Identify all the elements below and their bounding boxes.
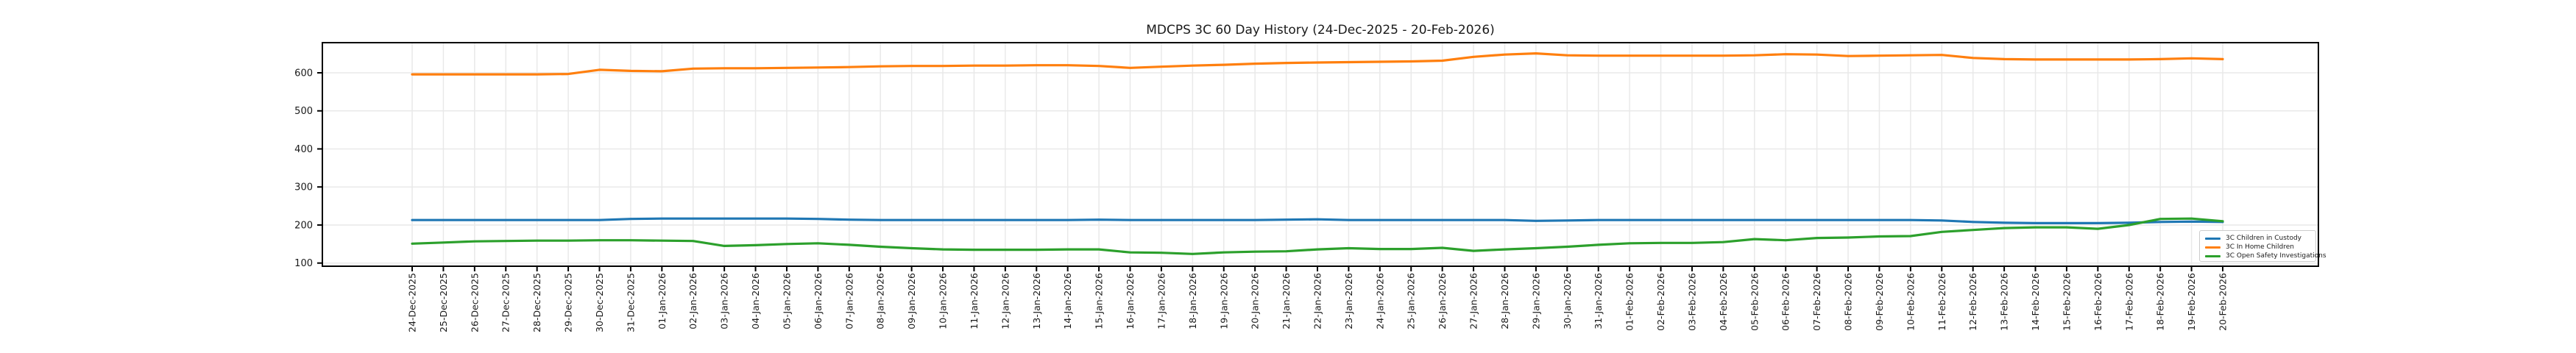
- x-tick-label: 18-Feb-2026: [2155, 273, 2166, 331]
- x-tick-label: 15-Feb-2026: [2061, 273, 2072, 331]
- x-tick-label: 09-Feb-2026: [1874, 273, 1885, 331]
- x-tick-label: 01-Jan-2026: [657, 273, 668, 329]
- x-tick-label: 14-Feb-2026: [2030, 273, 2041, 331]
- legend-item: 3C Children in Custody: [2205, 234, 2310, 243]
- x-tick-label: 05-Jan-2026: [781, 273, 792, 329]
- x-tick-label: 27-Dec-2025: [500, 273, 512, 332]
- x-tick-label: 12-Feb-2026: [1967, 273, 1978, 331]
- x-tick-label: 30-Jan-2026: [1562, 273, 1573, 329]
- x-tick-label: 29-Dec-2025: [563, 273, 574, 332]
- x-tick-label: 20-Feb-2026: [2218, 273, 2229, 331]
- x-tick-label: 14-Jan-2026: [1062, 273, 1073, 329]
- x-tick-label: 12-Jan-2026: [999, 273, 1011, 329]
- x-tick-label: 18-Jan-2026: [1187, 273, 1198, 329]
- legend-line-swatch: [2205, 246, 2221, 249]
- x-tick-label: 08-Jan-2026: [875, 273, 886, 329]
- legend-label: 3C Open Safety Investigations: [2226, 252, 2326, 260]
- x-tick-label: 10-Jan-2026: [938, 273, 949, 329]
- y-tick-label: 300: [294, 182, 313, 193]
- x-tick-label: 22-Jan-2026: [1312, 273, 1323, 329]
- y-tick-label: 600: [294, 68, 313, 79]
- x-tick-label: 08-Feb-2026: [1843, 273, 1854, 331]
- x-tick-label: 23-Jan-2026: [1343, 273, 1354, 329]
- legend-line-swatch: [2205, 254, 2221, 257]
- legend: 3C Children in Custody 3C In Home Childre…: [2199, 230, 2326, 262]
- x-tick-label: 05-Feb-2026: [1749, 273, 1760, 331]
- x-tick-label: 02-Jan-2026: [687, 273, 698, 329]
- x-tick-label: 25-Jan-2026: [1406, 273, 1417, 329]
- x-tick-label: 01-Feb-2026: [1624, 273, 1635, 331]
- x-tick-label: 31-Jan-2026: [1593, 273, 1604, 329]
- x-tick-label: 25-Dec-2025: [438, 273, 449, 332]
- x-tick-label: 26-Dec-2025: [469, 273, 480, 332]
- series-line-3c-open-safety-investigations: [411, 217, 2224, 255]
- series-line-3c-in-home-children: [411, 51, 2224, 76]
- x-tick-label: 24-Dec-2025: [407, 273, 418, 332]
- y-tick-label: 500: [294, 106, 313, 117]
- x-tick-label: 06-Jan-2026: [813, 273, 824, 329]
- x-tick-label: 04-Jan-2026: [750, 273, 761, 329]
- x-tick-label: 11-Jan-2026: [969, 273, 980, 329]
- legend-label: 3C Children in Custody: [2226, 235, 2301, 242]
- x-tick-label: 27-Jan-2026: [1468, 273, 1479, 329]
- legend-line-swatch: [2205, 237, 2221, 240]
- x-tick-label: 02-Feb-2026: [1655, 273, 1666, 331]
- x-tick-label: 03-Jan-2026: [719, 273, 730, 329]
- x-tick-label: 16-Jan-2026: [1125, 273, 1136, 329]
- legend-item: 3C In Home Children: [2205, 243, 2310, 252]
- y-tick-label: 100: [294, 258, 313, 269]
- y-tick-label: 200: [294, 220, 313, 231]
- x-tick-label: 17-Jan-2026: [1156, 273, 1167, 329]
- x-tick-label: 16-Feb-2026: [2092, 273, 2103, 331]
- x-tick-label: 30-Dec-2025: [594, 273, 605, 332]
- x-tick-label: 07-Feb-2026: [1811, 273, 1822, 331]
- series-line-3c-children-in-custody: [411, 217, 2224, 224]
- x-tick-label: 21-Jan-2026: [1281, 273, 1292, 329]
- x-tick-label: 07-Jan-2026: [843, 273, 854, 329]
- y-tick-label: 400: [294, 144, 313, 155]
- axes-border: [322, 42, 2319, 267]
- x-tick-label: 09-Jan-2026: [906, 273, 917, 329]
- x-tick-label: 10-Feb-2026: [1905, 273, 1916, 331]
- x-tick-label: 03-Feb-2026: [1686, 273, 1697, 331]
- x-tick-label: 11-Feb-2026: [1936, 273, 1947, 331]
- legend-label: 3C In Home Children: [2226, 243, 2294, 251]
- x-tick-label: 26-Jan-2026: [1437, 273, 1448, 329]
- x-tick-label: 28-Dec-2025: [531, 273, 542, 332]
- x-tick-label: 29-Jan-2026: [1530, 273, 1541, 329]
- x-tick-label: 19-Feb-2026: [2186, 273, 2197, 331]
- x-tick-label: 19-Jan-2026: [1218, 273, 1229, 329]
- x-tick-label: 17-Feb-2026: [2123, 273, 2134, 331]
- legend-item: 3C Open Safety Investigations: [2205, 252, 2326, 260]
- x-tick-label: 24-Jan-2026: [1374, 273, 1385, 329]
- x-tick-label: 20-Jan-2026: [1250, 273, 1261, 329]
- x-tick-label: 06-Feb-2026: [1780, 273, 1791, 331]
- x-tick-label: 15-Jan-2026: [1094, 273, 1105, 329]
- x-tick-label: 31-Dec-2025: [625, 273, 636, 332]
- x-tick-label: 28-Jan-2026: [1499, 273, 1510, 329]
- x-tick-label: 13-Jan-2026: [1031, 273, 1042, 329]
- chart-title: MDCPS 3C 60 Day History (24-Dec-2025 - 2…: [1146, 23, 1495, 38]
- x-tick-label: 13-Feb-2026: [1999, 273, 2010, 331]
- x-tick-label: 04-Feb-2026: [1718, 273, 1729, 331]
